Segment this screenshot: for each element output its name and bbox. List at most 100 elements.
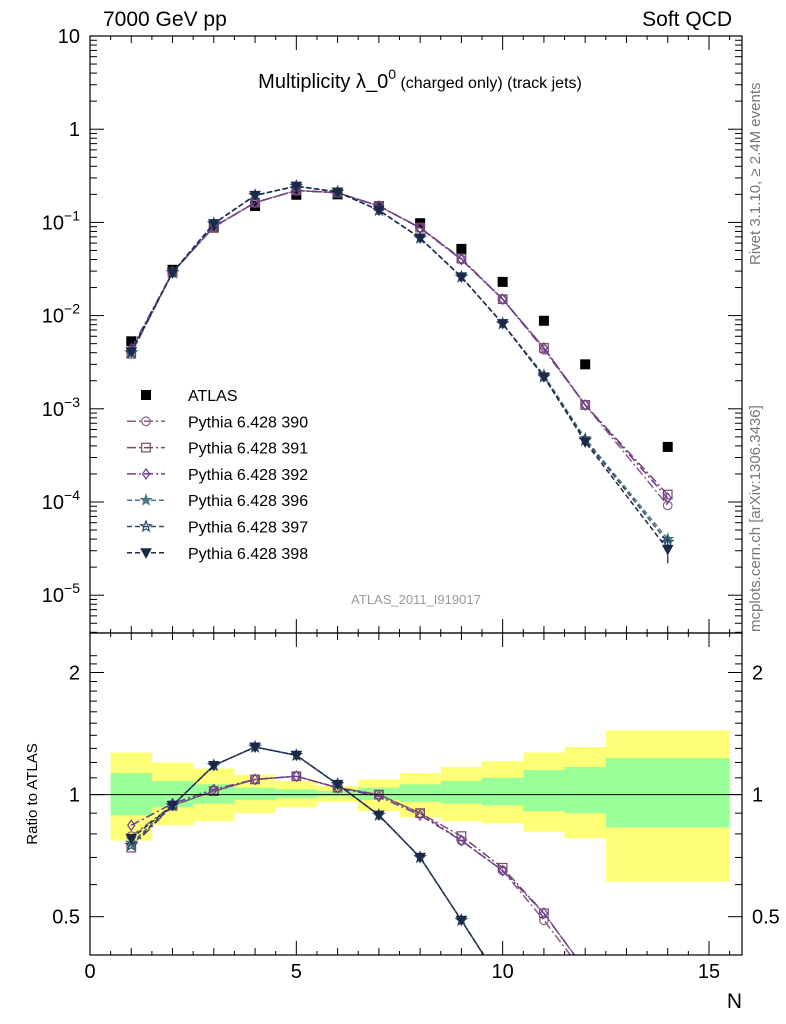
y-tick-label-top: 10−2 <box>42 301 80 328</box>
ratio-line-pythia-6-428-392 <box>130 775 576 955</box>
inner-band-bin <box>234 787 276 800</box>
main-point-pythia-6-428-398 <box>538 372 550 383</box>
main-point-pythia-6-428-392 <box>498 293 507 306</box>
x-tick-label: 0 <box>84 961 95 983</box>
ratio-point-pythia-6-428-391 <box>415 808 426 819</box>
bottom-panel-frame <box>89 632 743 956</box>
inner-band-bin <box>523 769 565 812</box>
ratio-point-pythia-6-428-398 <box>373 810 385 822</box>
main-point-pythia-6-428-398 <box>290 181 303 193</box>
ratio-point-pythia-6-428-398 <box>414 852 426 864</box>
x-tick-label: 15 <box>698 961 720 983</box>
legend-label: Pythia 6.428 397 <box>188 520 308 537</box>
main-point-pythia-6-428-390 <box>662 500 673 511</box>
ratio-series-group <box>124 739 590 979</box>
x-axis-label: N <box>727 990 742 1013</box>
legend-marker <box>141 416 151 427</box>
legend-label: Pythia 6.428 391 <box>188 441 308 458</box>
main-point-pythia-6-428-392 <box>580 398 590 411</box>
ratio-point-pythia-6-428-392 <box>457 834 466 847</box>
y-tick-label-bottom-left: 0.5 <box>52 907 80 929</box>
main-point-pythia-6-428-398 <box>579 437 592 449</box>
main-point-pythia-6-428-392 <box>539 341 549 354</box>
axes-group <box>89 35 743 956</box>
legend-entry-pythia-6-428-390: Pythia 6.428 390 <box>127 414 308 431</box>
inner-band-bin <box>275 789 317 799</box>
ratio-point-pythia-6-428-390 <box>581 970 590 979</box>
main-point-atlas <box>126 336 137 347</box>
inner-band-bin <box>316 791 359 797</box>
main-point-atlas <box>456 243 467 254</box>
legend-marker <box>141 442 151 453</box>
legend-entry-pythia-6-428-396: Pythia 6.428 396 <box>127 493 308 510</box>
inner-band-bin <box>482 777 524 806</box>
header-collision-energy: 7000 GeV pp <box>103 8 227 31</box>
inner-band-bin <box>399 784 441 802</box>
ratio-line-pythia-6-428-391 <box>130 775 576 955</box>
y-tick-label-bottom-left: 2 <box>69 663 80 685</box>
y-tick-label-bottom-left: 1 <box>69 785 80 807</box>
ratio-point-pythia-6-428-398 <box>455 915 468 927</box>
ratio-point-pythia-6-428-392 <box>582 965 589 975</box>
ratio-point-pythia-6-428-391 <box>581 965 590 974</box>
y-tick-label-bottom-right: 0.5 <box>752 907 780 929</box>
ratio-point-pythia-6-428-398 <box>207 760 220 772</box>
legend-label: Pythia 6.428 390 <box>188 414 308 431</box>
ratio-point-pythia-6-428-398 <box>331 779 344 791</box>
legend: ATLAS Pythia 6.428 390 Pythia 6.428 391 Pyt… <box>127 388 308 563</box>
ratio-point-pythia-6-428-397 <box>124 838 139 852</box>
y-axis-label-ratio: Ratio to ATLAS <box>24 743 41 844</box>
main-point-atlas <box>250 200 261 211</box>
ratio-point-pythia-6-428-392 <box>415 809 425 822</box>
y-tick-label-top: 10 <box>58 26 80 48</box>
header-category: Soft QCD <box>642 8 732 31</box>
main-line-pythia-6-428-390 <box>130 189 669 506</box>
y-tick-label-top: 10−4 <box>42 487 80 514</box>
main-point-pythia-6-428-398 <box>166 268 179 279</box>
uncertainty-bands <box>110 730 730 882</box>
inner-band-bin <box>358 787 400 800</box>
main-point-atlas <box>662 441 673 452</box>
y-tick-label-top: 1 <box>69 119 80 141</box>
main-point-atlas <box>538 315 549 326</box>
x-tick-label: 5 <box>291 961 302 983</box>
text-group: 10 1 10−1 10−2 10−3 10−4 10−5 0.5 0.5 1 1 2 2 0 5 10 15 N… <box>24 26 780 1013</box>
ratio-point-pythia-6-428-392 <box>498 864 507 877</box>
inner-band-bin <box>440 781 483 804</box>
y-tick-label-bottom-right: 1 <box>752 785 763 807</box>
legend-entry-pythia-6-428-391: Pythia 6.428 391 <box>127 441 308 458</box>
legend-marker <box>141 467 151 480</box>
inner-band-bin <box>564 766 606 814</box>
inner-band-bin <box>110 773 152 816</box>
main-point-pythia-6-428-398 <box>496 319 509 330</box>
main-point-pythia-6-428-398 <box>414 233 426 245</box>
legend-marker <box>141 390 151 400</box>
ratio-point-pythia-6-428-392 <box>292 770 301 783</box>
inner-band-bin <box>605 758 730 828</box>
legend-entry-atlas: ATLAS <box>141 388 238 405</box>
legend-entry-pythia-6-428-398: Pythia 6.428 398 <box>127 546 308 563</box>
legend-label: ATLAS <box>188 388 238 405</box>
main-point-pythia-6-428-398 <box>249 190 261 202</box>
legend-entry-pythia-6-428-397: Pythia 6.428 397 <box>127 519 308 537</box>
y-tick-label-top: 10−1 <box>42 207 80 234</box>
main-series-group <box>124 178 675 564</box>
main-point-pythia-6-428-391 <box>662 489 673 500</box>
x-tick-label: 10 <box>492 961 514 983</box>
ratio-point-pythia-6-428-398 <box>125 833 138 845</box>
main-point-pythia-6-428-398 <box>125 347 138 358</box>
ratio-line-pythia-6-428-398 <box>130 746 485 955</box>
main-point-pythia-6-428-392 <box>250 196 260 209</box>
main-point-pythia-6-428-398 <box>207 219 220 230</box>
legend-entry-pythia-6-428-392: Pythia 6.428 392 <box>127 467 308 484</box>
main-point-pythia-6-428-392 <box>663 492 672 505</box>
ratio-point-pythia-6-428-398 <box>249 742 261 754</box>
legend-marker <box>139 519 153 533</box>
main-point-pythia-6-428-398 <box>331 187 344 199</box>
analysis-watermark: ATLAS_2011_I919017 <box>351 592 481 607</box>
ratio-point-pythia-6-428-398 <box>290 750 303 762</box>
legend-marker <box>140 548 152 559</box>
y-tick-label-bottom-right: 2 <box>752 663 763 685</box>
ratio-point-pythia-6-428-392 <box>250 773 260 786</box>
